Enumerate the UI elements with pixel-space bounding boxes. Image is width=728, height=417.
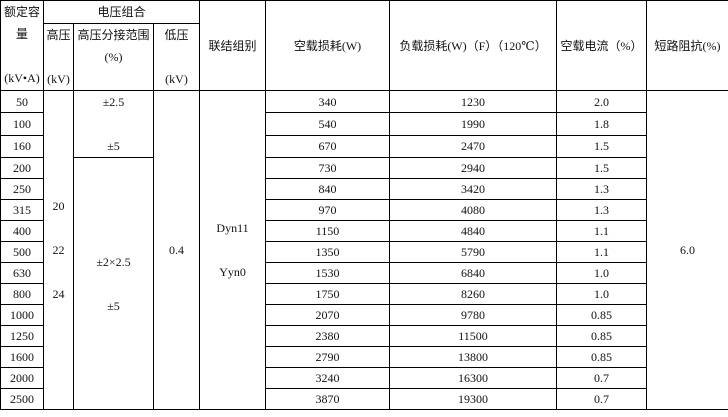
noload-loss-cell: 840 <box>265 178 391 200</box>
noload-loss-cell: 340 <box>265 89 391 114</box>
table-row: 1250 2380 11500 0.85 <box>0 325 728 347</box>
noload-current-cell: 1.1 <box>556 220 648 242</box>
table-row: 315 970 4080 1.3 <box>0 199 728 221</box>
capacity-cell: 160 <box>0 134 44 159</box>
capacity-cell: 315 <box>0 199 44 221</box>
hv-cell: 20 22 24 <box>43 90 74 410</box>
table-row: 2500 3870 19300 0.7 <box>0 388 728 410</box>
header-tap: 高压分接范围 (%) <box>73 23 154 91</box>
noload-loss-cell: 670 <box>265 134 391 159</box>
table-row: 200 ±2×2.5 ±5 730 2940 1.5 <box>0 157 728 410</box>
noload-loss-cell: 730 <box>265 157 391 179</box>
capacity-cell: 1000 <box>0 304 44 326</box>
table-row: 500 1350 5790 1.1 <box>0 241 728 263</box>
header-voltage-group: 电压组合 <box>42 0 201 24</box>
header-noload-current: 空载电流（%） <box>556 0 648 91</box>
table-row: 1000 2070 9780 0.85 <box>0 304 728 326</box>
noload-current-cell: 1.8 <box>556 112 648 136</box>
vector-cell: Dyn11 Yyn0 <box>199 90 267 410</box>
impedance-cell: 6.0 <box>646 90 728 410</box>
noload-current-cell: 0.85 <box>556 346 648 368</box>
capacity-cell: 200 <box>0 157 44 179</box>
table-row: 50 20 22 24 ±2.5 ±5 0.4 Dyn11 Yyn0 340 1230 2.0 6.0 <box>0 89 728 410</box>
noload-loss-cell: 1530 <box>265 262 391 284</box>
noload-current-cell: 1.0 <box>556 262 648 284</box>
noload-loss-cell: 3870 <box>265 388 391 410</box>
load-loss-cell: 5790 <box>389 241 558 263</box>
load-loss-cell: 4080 <box>389 199 558 221</box>
noload-loss-cell: 2380 <box>265 325 391 347</box>
noload-current-cell: 0.85 <box>556 325 648 347</box>
load-loss-cell: 11500 <box>389 325 558 347</box>
header-lv: 低压 (kV) <box>152 23 201 91</box>
capacity-cell: 630 <box>0 262 44 284</box>
load-loss-cell: 2470 <box>389 134 558 159</box>
noload-loss-cell: 970 <box>265 199 391 221</box>
capacity-cell: 100 <box>0 112 44 136</box>
noload-loss-cell: 3240 <box>265 367 391 389</box>
noload-current-cell: 1.3 <box>556 178 648 200</box>
header-capacity: 额定容量 (kV•A) <box>0 0 44 91</box>
capacity-cell: 1600 <box>0 346 44 368</box>
capacity-cell: 800 <box>0 283 44 305</box>
load-loss-cell: 3420 <box>389 178 558 200</box>
load-loss-cell: 13800 <box>389 346 558 368</box>
load-loss-cell: 9780 <box>389 304 558 326</box>
capacity-cell: 400 <box>0 220 44 242</box>
tap-cell: ±2.5 ±5 <box>73 90 154 158</box>
load-loss-cell: 1230 <box>389 89 558 114</box>
capacity-cell: 2000 <box>0 367 44 389</box>
noload-current-cell: 1.5 <box>556 157 648 179</box>
table-row: 250 840 3420 1.3 <box>0 178 728 200</box>
table-row: 630 1530 6840 1.0 <box>0 262 728 284</box>
capacity-cell: 50 <box>0 89 44 114</box>
noload-loss-cell: 540 <box>265 112 391 136</box>
capacity-cell: 1250 <box>0 325 44 347</box>
header-noload-loss: 空载损耗(W) <box>265 0 391 91</box>
header-hv: 高压 (kV) <box>43 23 74 91</box>
noload-loss-cell: 1350 <box>265 241 391 263</box>
load-loss-cell: 16300 <box>389 367 558 389</box>
load-loss-cell: 4840 <box>389 220 558 242</box>
load-loss-cell: 6840 <box>389 262 558 284</box>
capacity-cell: 500 <box>0 241 44 263</box>
load-loss-cell: 8260 <box>389 283 558 305</box>
noload-current-cell: 2.0 <box>556 89 648 114</box>
noload-current-cell: 0.7 <box>556 367 648 389</box>
header-vector: 联结组别 <box>199 0 267 91</box>
noload-current-cell: 1.1 <box>556 241 648 263</box>
tap-cell: ±2×2.5 ±5 <box>73 157 154 410</box>
noload-current-cell: 0.7 <box>556 388 648 410</box>
noload-loss-cell: 2070 <box>265 304 391 326</box>
table-row: 400 1150 4840 1.1 <box>0 220 728 242</box>
capacity-cell: 2500 <box>0 388 44 410</box>
load-loss-cell: 1990 <box>389 112 558 136</box>
lv-cell: 0.4 <box>152 90 201 410</box>
header-impedance: 短路阻抗(%) <box>646 0 728 91</box>
noload-loss-cell: 1750 <box>265 283 391 305</box>
noload-loss-cell: 2790 <box>265 346 391 368</box>
noload-current-cell: 1.0 <box>556 283 648 305</box>
header-load-loss: 负载损耗(W)（F）（120℃） <box>389 0 558 91</box>
load-loss-cell: 19300 <box>389 388 558 410</box>
noload-current-cell: 1.3 <box>556 199 648 221</box>
noload-current-cell: 0.85 <box>556 304 648 326</box>
table-row: 160 670 2470 1.5 <box>0 134 728 159</box>
capacity-cell: 250 <box>0 178 44 200</box>
load-loss-cell: 2940 <box>389 157 558 179</box>
noload-current-cell: 1.5 <box>556 134 648 159</box>
noload-loss-cell: 1150 <box>265 220 391 242</box>
